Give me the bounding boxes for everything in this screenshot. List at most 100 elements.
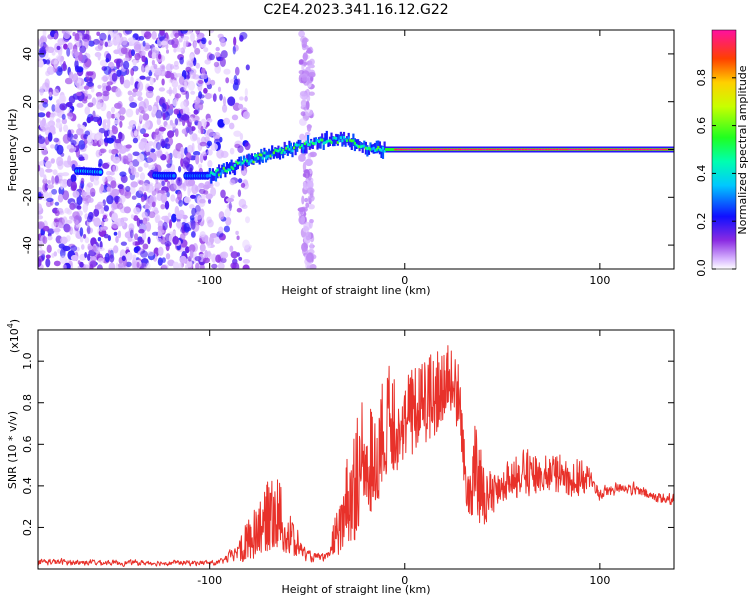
spectrogram-noise-blob [185, 246, 190, 254]
spectrogram-noise-blob [77, 123, 81, 129]
spectrogram-noise-blob [141, 55, 146, 63]
spectrogram-noise-blob [172, 86, 178, 95]
ridge-peak [518, 148, 522, 151]
spectrogram-noise-blob [223, 117, 231, 125]
spectrogram-noise-blob [309, 242, 314, 252]
ridge-band [369, 142, 372, 152]
spectrogram-noise-blob [84, 236, 90, 244]
spectrogram-noise-blob [53, 260, 61, 267]
ridge-peak [576, 148, 579, 151]
ridge-core [227, 168, 230, 172]
spectrogram-noise-blob [51, 221, 57, 230]
spectrogram-noise-blob [307, 180, 314, 190]
ridge-core [375, 148, 378, 151]
ridge-peak [595, 148, 598, 151]
spectrogram-noise-blob [189, 250, 194, 259]
spectrogram-noise-blob [307, 153, 311, 161]
ridge-core [319, 138, 322, 142]
ridge-peak [453, 148, 456, 151]
spectrogram-noise-blob [189, 54, 194, 63]
spectrogram-noise-blob [135, 108, 140, 116]
spectrogram-noise-blob [169, 219, 172, 229]
spectrogram-noise-blob [158, 53, 162, 60]
spectrogram-noise-blob [112, 156, 121, 164]
ridge-core [233, 164, 236, 167]
ridge-peak [656, 148, 659, 151]
spectrogram-noise-blob [151, 52, 157, 59]
spectrogram-noise-blob [180, 101, 187, 110]
spectrogram-noise-blob [46, 66, 55, 75]
spectrogram-noise-blob [117, 184, 124, 190]
ridge-peak [465, 148, 468, 151]
spectrogram-noise-blob [131, 195, 137, 200]
spectrogram-noise-blob [142, 243, 149, 250]
spectrogram-noise-blob [216, 149, 225, 159]
spectrogram-noise-blob [143, 98, 149, 109]
spectrogram-noise-blob [180, 30, 188, 34]
ridge-band [233, 162, 236, 176]
spectrogram-noise-blob [92, 116, 101, 123]
snr-y-tick-label: 0.8 [21, 394, 34, 412]
spectrogram-noise-blob [55, 221, 63, 226]
spectrogram-noise-blob [38, 191, 42, 199]
spectrogram-noise-blob [113, 231, 118, 236]
ridge-peak [582, 148, 586, 151]
spectrogram-noise-blob [141, 182, 150, 192]
ridge-peak [428, 148, 431, 151]
spectrogram-x-axis-label: Height of straight line (km) [281, 284, 430, 297]
spectrogram-noise-blob [45, 122, 53, 127]
spectrogram-noise-blob [219, 36, 226, 43]
spectrogram-noise-blob [45, 168, 53, 173]
spectrogram-noise-blob [308, 204, 315, 210]
spectrogram-noise-blob [61, 118, 67, 125]
ridge-core [305, 140, 308, 144]
ridge-peak [640, 148, 643, 151]
spectrogram-noise-blob [99, 32, 107, 41]
ridge-peak [461, 148, 464, 151]
ridge-band [235, 162, 238, 170]
spectrogram-noise-blob [78, 140, 86, 150]
spectrogram-noise-blob [174, 205, 180, 216]
spectrogram-noise-blob [297, 207, 306, 213]
spectrogram-y-axis-label: Frequency (Hz) [6, 109, 19, 192]
ridge-core [280, 151, 283, 155]
spectrogram-noise-blob [47, 179, 51, 185]
ridge-peak [628, 148, 631, 151]
spectrogram-noise-blob [218, 211, 225, 220]
ridge-core [346, 139, 349, 143]
spectrogram-noise-blob [66, 112, 75, 117]
ridge-band [288, 140, 291, 154]
spectrogram-noise-blob [232, 262, 240, 269]
spectrogram-noise-blob [87, 215, 93, 223]
spectrogram-noise-blob [116, 58, 124, 67]
spectrogram-noise-blob [300, 73, 308, 79]
spectrogram-noise-blob [39, 160, 45, 166]
ridge-peak [660, 148, 664, 151]
spectrogram-noise-blob [144, 120, 151, 128]
spectrogram-panel: -100 0 100 -40 -20 0 20 40 Height of straight l… [6, 29, 675, 297]
ridge-peak [578, 148, 581, 151]
spectrogram-noise-blob [230, 194, 235, 199]
spectrogram-noise-blob [308, 91, 315, 96]
spectrogram-noise-blob [39, 86, 44, 96]
spectrogram-noise-blob [52, 169, 58, 176]
ridge-peak [645, 148, 648, 151]
spectrogram-noise-blob [89, 174, 95, 183]
ridge-core [294, 143, 297, 147]
spectrogram-noise-blob [67, 129, 72, 138]
spectrogram-noise-blob [58, 67, 63, 73]
ridge-core [377, 146, 380, 149]
spectrogram-noise-blob [193, 109, 199, 115]
spectrogram-noise-blob [98, 138, 104, 146]
spectrogram-noise-blob [103, 66, 112, 75]
spectrogram-noise-blob [196, 137, 201, 145]
spectrogram-noise-blob [50, 158, 55, 164]
spectrogram-noise-blob [157, 257, 163, 266]
spectrogram-noise-blob [200, 125, 204, 135]
spectrogram-noise-blob [119, 120, 123, 128]
spectrogram-noise-blob [125, 144, 132, 149]
spectrogram-noise-blob [69, 215, 74, 220]
ridge-core [311, 142, 314, 145]
ridge-core [361, 144, 364, 148]
spectrogram-noise-blob [190, 231, 196, 238]
